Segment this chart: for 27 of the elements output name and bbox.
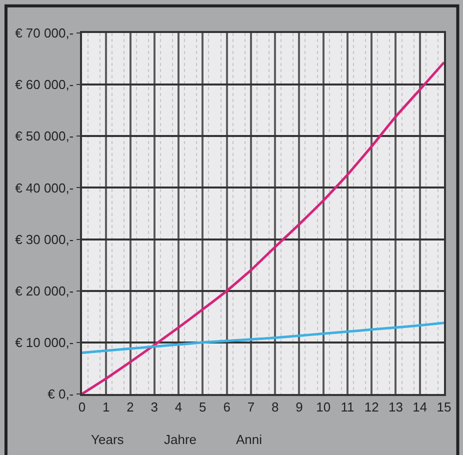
x-tick-label: 1	[102, 399, 110, 414]
x-tick-label: 10	[316, 399, 331, 414]
text: Anni	[236, 432, 262, 447]
x-tick-label: 9	[296, 399, 303, 414]
y-tick-label: € 40 000,-	[15, 180, 74, 196]
y-tick-label: € 60 000,-	[15, 77, 74, 92]
x-tick-label: 13	[388, 399, 403, 414]
x-tick-label: 3	[150, 399, 158, 414]
y-tick-label: € 0,-	[48, 386, 74, 402]
y-tick-label: € 10 000,-	[15, 334, 74, 350]
x-tick-label: 7	[247, 399, 255, 414]
x-tick-label: 5	[199, 399, 206, 414]
x-tick-label: 0	[78, 399, 86, 414]
x-tick-label: 4	[174, 399, 182, 414]
y-tick-label: € 70 000,-	[15, 26, 74, 41]
y-tick-label: € 30 000,-	[15, 232, 74, 247]
x-tick-label: 8	[271, 399, 279, 414]
y-tick-label: € 50 000,-	[15, 128, 74, 144]
x-tick-label: 14	[412, 399, 428, 414]
x-tick-label: 15	[436, 399, 452, 414]
text: Years	[91, 432, 124, 447]
x-tick-label: 6	[223, 399, 230, 414]
x-tick-label: 2	[126, 399, 134, 414]
x-tick-label: 11	[340, 399, 354, 414]
text: Jahre	[164, 432, 197, 447]
y-tick-label: € 20 000,-	[15, 283, 74, 298]
x-tick-label: 12	[364, 399, 379, 414]
